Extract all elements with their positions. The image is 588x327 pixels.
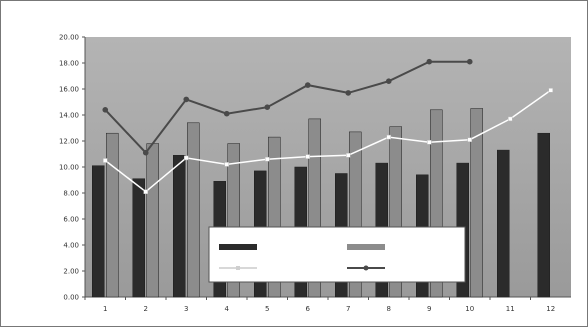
bar-series-2 — [146, 143, 159, 298]
legend-swatch-series-2 — [347, 244, 385, 250]
x-tick-label: 3 — [184, 305, 188, 313]
line-point-series-3 — [305, 154, 310, 159]
line-point-series-3 — [346, 153, 351, 158]
bar-series-1 — [173, 155, 186, 298]
x-tick-label: 8 — [387, 305, 391, 313]
line-point-series-4 — [183, 96, 190, 103]
y-tick-label: 20.00 — [59, 34, 79, 42]
line-point-series-4 — [142, 149, 149, 156]
bar-series-1 — [537, 132, 550, 298]
y-tick-label: 2.00 — [63, 268, 79, 276]
line-point-series-3 — [143, 189, 148, 194]
x-tick-label: 9 — [427, 305, 431, 313]
x-tick-label: 10 — [465, 305, 474, 313]
y-tick-label: 6.00 — [63, 216, 79, 224]
y-tick-label: 0.00 — [63, 294, 79, 302]
line-series-4 — [104, 60, 470, 155]
line-point-series-4 — [426, 58, 433, 65]
x-tick-label: 6 — [306, 305, 311, 313]
y-tick-label: 16.00 — [59, 86, 79, 94]
line-point-series-4 — [385, 78, 392, 84]
legend-box — [208, 226, 466, 283]
y-tick-label: 10.00 — [59, 164, 79, 172]
line-point-series-3 — [386, 134, 391, 140]
line-point-series-3 — [508, 116, 513, 122]
y-tick-label: 12.00 — [59, 138, 79, 146]
bar-series-1 — [92, 165, 105, 298]
x-tick-label: 11 — [506, 305, 515, 313]
line-point-series-3 — [103, 158, 108, 163]
bar-series-2 — [470, 108, 483, 298]
y-tick-label: 4.00 — [63, 242, 79, 250]
x-tick-label: 7 — [346, 305, 350, 313]
line-point-series-3 — [548, 88, 553, 93]
line-point-series-4 — [304, 82, 311, 88]
y-axis: 0.00 2.00 4.00 6.00 8.00 10.00 12.00 14.00 16.00… — [59, 34, 86, 302]
y-tick-label: 18.00 — [59, 60, 79, 68]
line-point-series-3 — [224, 162, 229, 167]
line-point-series-4 — [466, 58, 473, 65]
line-point-series-4 — [264, 104, 271, 110]
x-tick-label: 12 — [546, 305, 555, 313]
legend-marker-series-3 — [236, 266, 240, 270]
line-point-series-4 — [223, 110, 230, 117]
x-tick-label: 2 — [144, 305, 148, 313]
x-tick-label: 1 — [103, 305, 107, 313]
line-point-series-3 — [427, 140, 432, 145]
line-series — [102, 58, 553, 194]
y-tick-label: 8.00 — [63, 190, 79, 198]
legend-marker-series-4 — [363, 265, 369, 271]
x-axis: 1 2 3 4 5 6 7 8 9 10 11 12 — [84, 296, 571, 313]
line-point-series-4 — [102, 107, 109, 113]
bar-series-1 — [132, 178, 145, 298]
bar-series-2 — [106, 132, 119, 298]
line-point-series-3 — [265, 156, 270, 162]
x-tick-label: 4 — [225, 305, 230, 313]
bar-series-2 — [187, 122, 200, 298]
legend — [208, 226, 466, 283]
y-tick-label: 14.00 — [59, 112, 79, 120]
legend-swatch-series-1 — [219, 244, 257, 250]
line-point-series-3 — [467, 137, 472, 142]
x-tick-label: 5 — [265, 305, 269, 313]
bar-series-1 — [497, 149, 510, 298]
line-point-series-3 — [184, 155, 189, 161]
line-point-series-4 — [345, 90, 352, 96]
line-series-3 — [104, 89, 552, 193]
